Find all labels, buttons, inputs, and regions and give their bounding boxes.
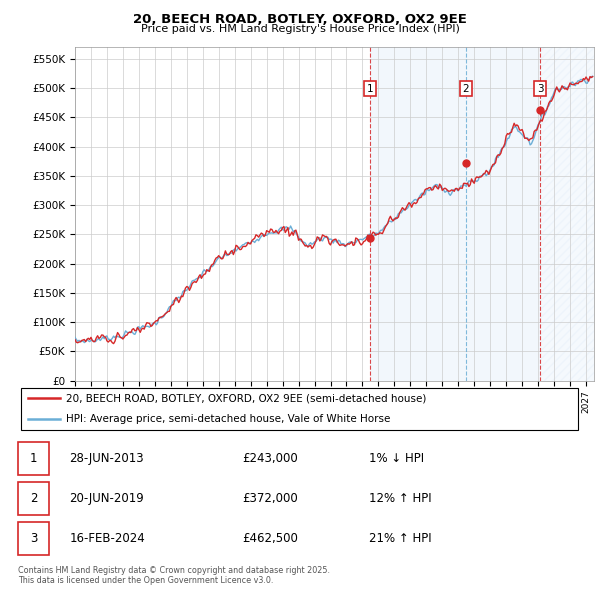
Text: 2: 2 — [463, 84, 469, 94]
Text: £372,000: £372,000 — [242, 492, 298, 505]
Text: 1: 1 — [30, 452, 37, 465]
Bar — [466, 47, 540, 381]
Text: £462,500: £462,500 — [242, 532, 298, 545]
Text: 3: 3 — [537, 84, 544, 94]
FancyBboxPatch shape — [18, 482, 49, 514]
Text: £243,000: £243,000 — [242, 452, 298, 465]
Bar — [540, 47, 594, 381]
Text: 2: 2 — [30, 492, 37, 505]
Text: 3: 3 — [30, 532, 37, 545]
Text: Contains HM Land Registry data © Crown copyright and database right 2025.
This d: Contains HM Land Registry data © Crown c… — [18, 566, 330, 585]
Text: 1: 1 — [367, 84, 374, 94]
Text: 21% ↑ HPI: 21% ↑ HPI — [369, 532, 432, 545]
FancyBboxPatch shape — [18, 442, 49, 475]
Text: 1% ↓ HPI: 1% ↓ HPI — [369, 452, 424, 465]
Text: 20-JUN-2019: 20-JUN-2019 — [70, 492, 145, 505]
Text: 28-JUN-2013: 28-JUN-2013 — [70, 452, 144, 465]
Text: 20, BEECH ROAD, BOTLEY, OXFORD, OX2 9EE: 20, BEECH ROAD, BOTLEY, OXFORD, OX2 9EE — [133, 13, 467, 26]
Text: 16-FEB-2024: 16-FEB-2024 — [70, 532, 145, 545]
FancyBboxPatch shape — [18, 522, 49, 555]
Bar — [370, 47, 466, 381]
Text: 12% ↑ HPI: 12% ↑ HPI — [369, 492, 432, 505]
Text: 20, BEECH ROAD, BOTLEY, OXFORD, OX2 9EE (semi-detached house): 20, BEECH ROAD, BOTLEY, OXFORD, OX2 9EE … — [66, 394, 427, 404]
Text: HPI: Average price, semi-detached house, Vale of White Horse: HPI: Average price, semi-detached house,… — [66, 414, 391, 424]
FancyBboxPatch shape — [21, 388, 578, 430]
Text: Price paid vs. HM Land Registry's House Price Index (HPI): Price paid vs. HM Land Registry's House … — [140, 24, 460, 34]
